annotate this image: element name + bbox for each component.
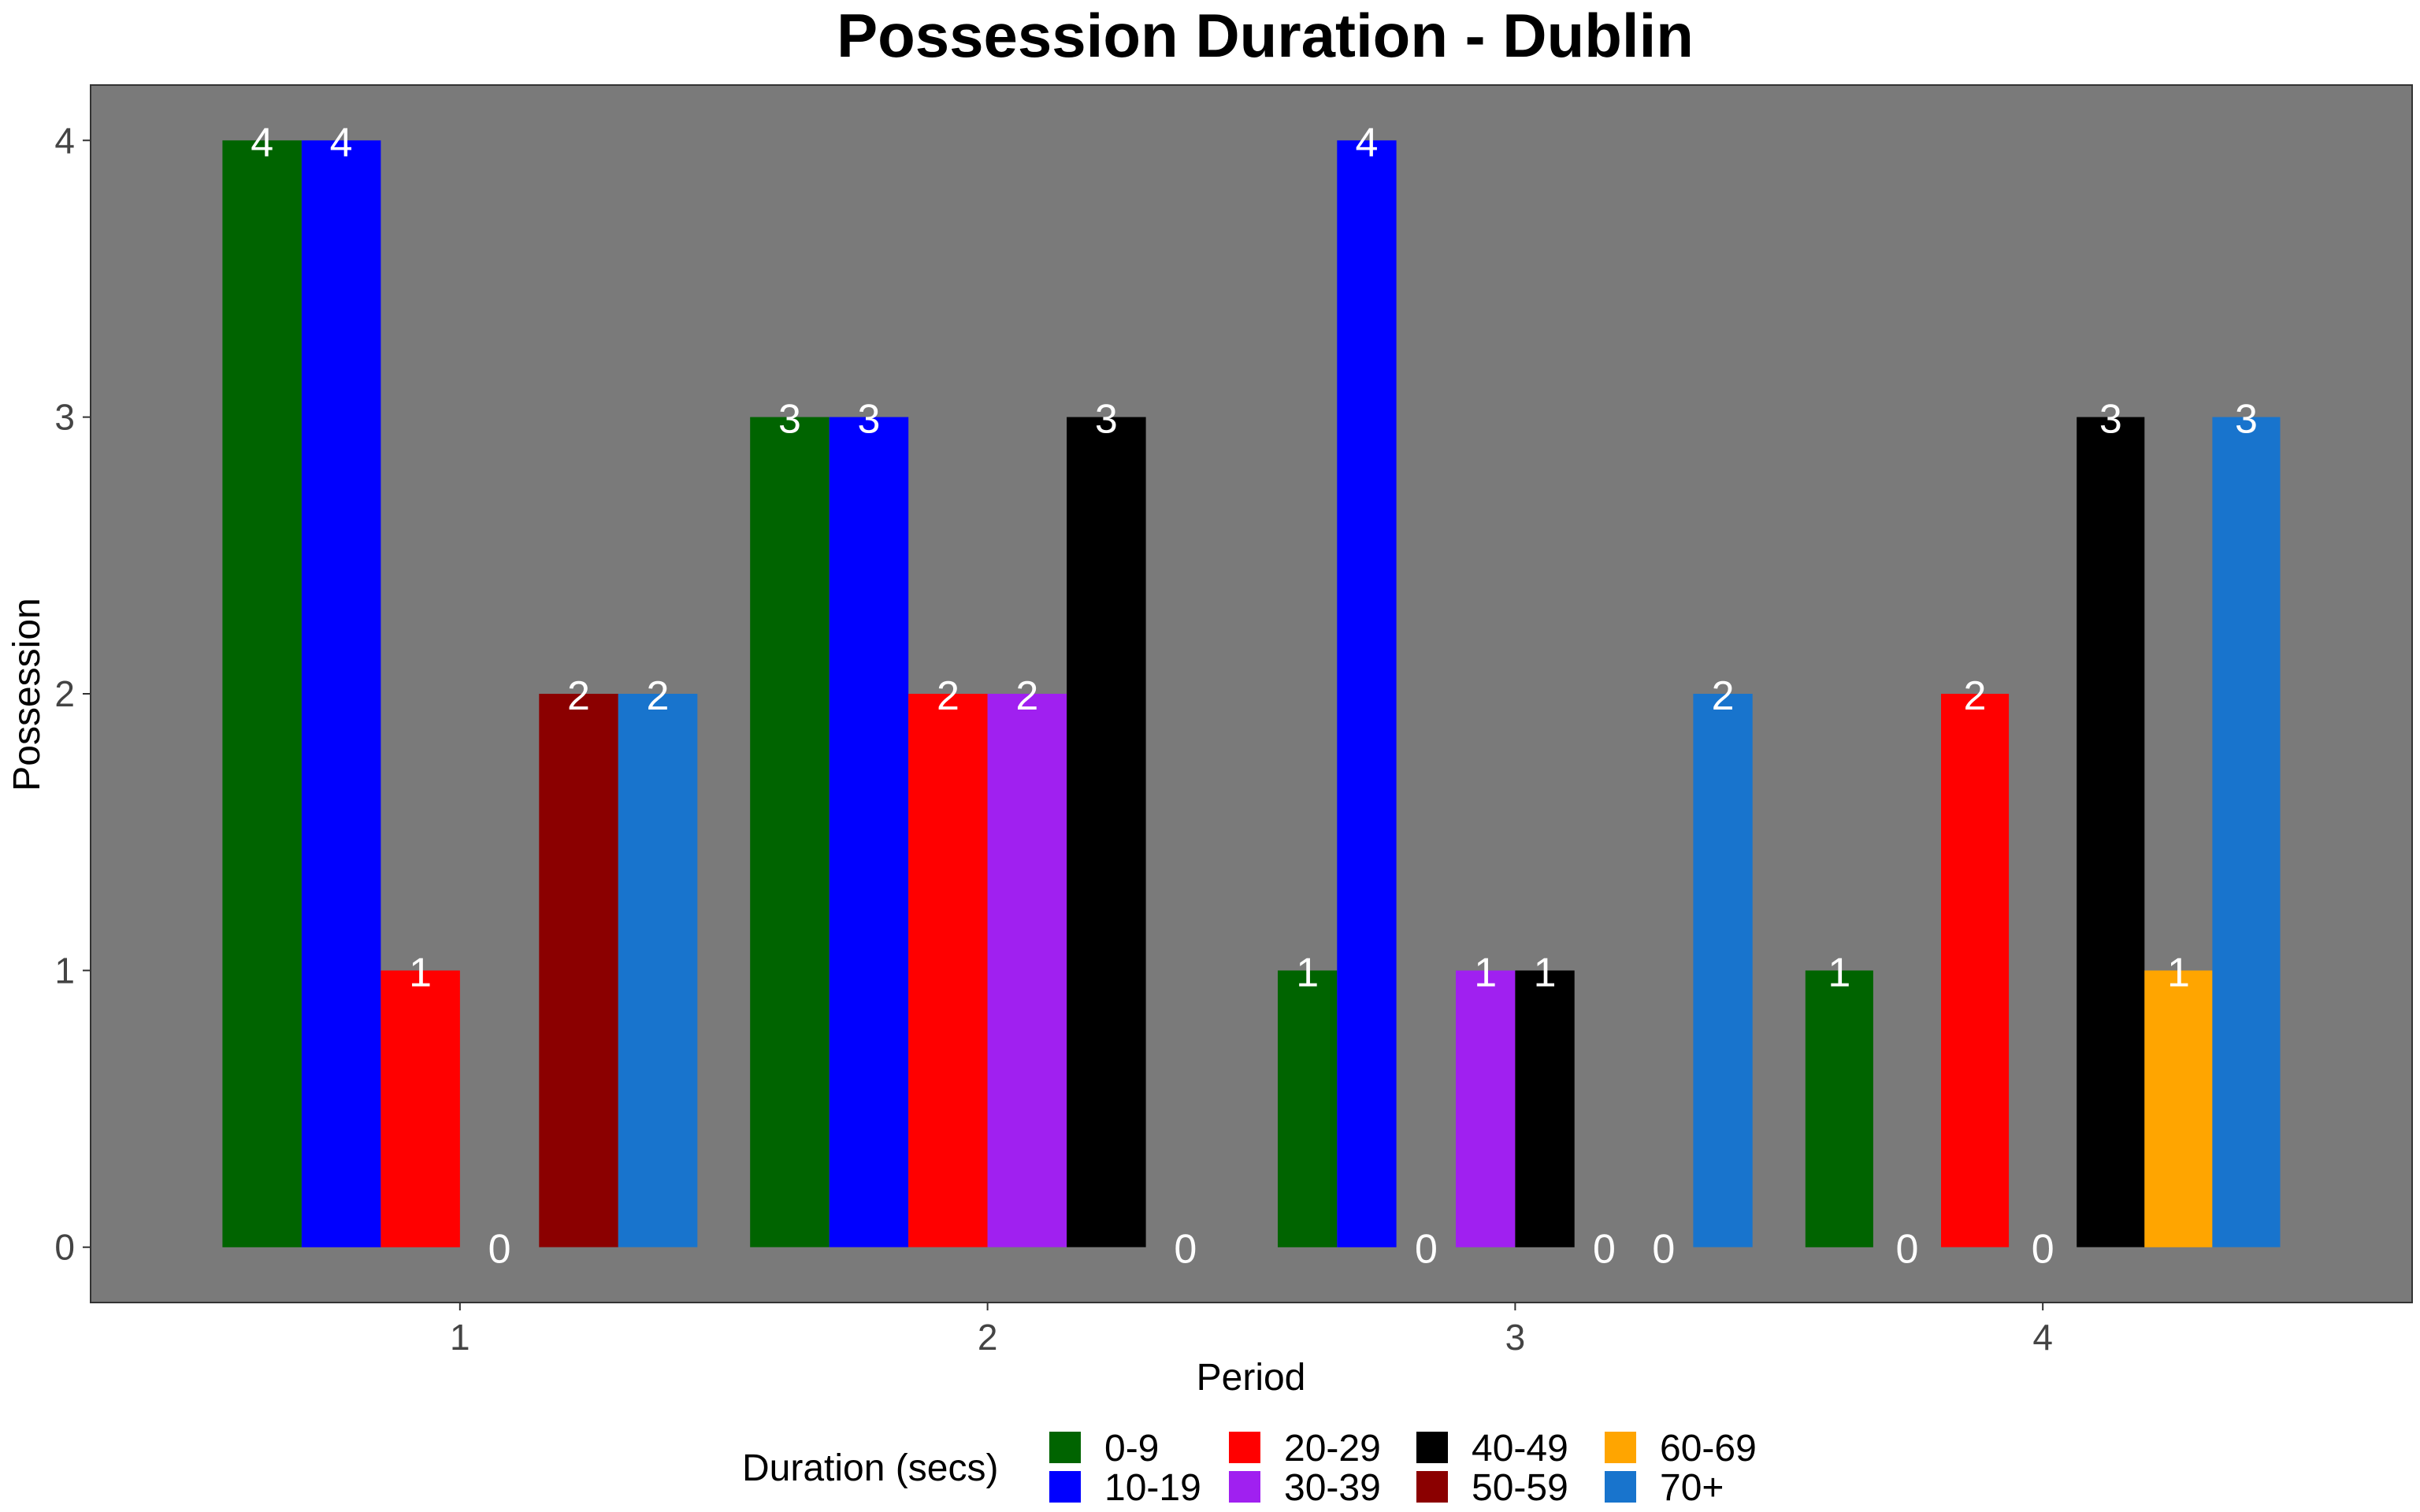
data-label-period-4-70+: 3	[2235, 397, 2258, 443]
y-tick-label: 3	[54, 397, 75, 438]
x-tick-label: 1	[450, 1317, 470, 1358]
legend-swatch-30-39	[1229, 1471, 1260, 1503]
data-label-period-4-20-29: 2	[1964, 673, 1987, 719]
legend-swatch-60-69	[1605, 1432, 1636, 1463]
data-label-period-1-50-59: 2	[567, 673, 590, 719]
legend-swatch-10-19	[1049, 1471, 1081, 1503]
data-label-period-3-30-39: 1	[1474, 950, 1497, 995]
y-axis: 0 1 2 3 4	[54, 120, 91, 1268]
bar-period-3-40-49	[1515, 970, 1575, 1247]
bar-period-2-10-19	[829, 417, 909, 1247]
bar-period-4-60-69	[2144, 970, 2213, 1247]
data-label-period-1-20-29: 1	[409, 950, 432, 995]
data-label-period-3-0-9: 1	[1296, 950, 1319, 995]
data-label-period-2-40-49: 3	[1095, 397, 1118, 443]
bar-period-3-30-39	[1456, 970, 1516, 1247]
data-label-period-3-70+: 2	[1712, 673, 1735, 719]
legend-label-0-9: 0-9	[1104, 1428, 1159, 1469]
data-label-period-2-20-29: 2	[937, 673, 959, 719]
bar-period-4-70+	[2212, 417, 2281, 1247]
bars-layer	[222, 140, 2281, 1247]
legend-label-70+: 70+	[1660, 1467, 1724, 1509]
bar-period-2-0-9	[750, 417, 830, 1247]
data-label-period-2-50-59: 0	[1174, 1227, 1197, 1273]
bar-period-3-0-9	[1278, 970, 1338, 1247]
data-label-period-4-30-39: 0	[2032, 1227, 2054, 1273]
data-label-period-1-30-39: 0	[488, 1227, 511, 1273]
legend-label-20-29: 20-29	[1284, 1428, 1381, 1469]
bar-period-4-20-29	[1941, 694, 2010, 1247]
bar-period-2-40-49	[1067, 417, 1146, 1247]
plot-panel	[90, 84, 2413, 1303]
data-label-period-1-70+: 2	[647, 673, 670, 719]
x-tick-label: 2	[978, 1317, 998, 1358]
bar-period-2-30-39	[987, 694, 1067, 1247]
data-label-period-4-40-49: 3	[2099, 397, 2122, 443]
bar-period-4-0-9	[1805, 970, 1873, 1247]
data-label-period-3-20-29: 0	[1415, 1227, 1438, 1273]
data-label-period-4-0-9: 1	[1828, 950, 1850, 995]
data-label-period-4-60-69: 1	[2167, 950, 2190, 995]
data-label-period-4-10-19: 0	[1895, 1227, 1918, 1273]
bar-period-3-10-19	[1337, 140, 1397, 1247]
legend-swatch-40-49	[1416, 1432, 1448, 1463]
bar-period-1-0-9	[222, 140, 302, 1247]
legend-swatch-50-59	[1416, 1471, 1448, 1503]
bar-period-2-20-29	[908, 694, 988, 1247]
legend-title: Duration (secs)	[742, 1447, 998, 1489]
legend-swatch-70+	[1605, 1471, 1636, 1503]
y-axis-title: Possession	[6, 598, 48, 791]
y-tick-label: 0	[54, 1227, 75, 1268]
data-label-period-2-10-19: 3	[857, 397, 880, 443]
y-tick-label: 2	[54, 673, 75, 714]
legend-label-50-59: 50-59	[1472, 1467, 1568, 1509]
data-label-period-3-60-69: 0	[1652, 1227, 1675, 1273]
x-tick-label: 3	[1505, 1317, 1526, 1358]
data-label-period-1-0-9: 4	[251, 120, 273, 165]
data-label-period-2-30-39: 2	[1015, 673, 1038, 719]
x-axis-title: Period	[1197, 1357, 1306, 1399]
bar-period-4-40-49	[2077, 417, 2145, 1247]
bar-period-3-70+	[1693, 694, 1753, 1247]
legend-label-40-49: 40-49	[1472, 1428, 1568, 1469]
bar-period-1-50-59	[539, 694, 618, 1247]
bar-period-1-10-19	[301, 140, 381, 1247]
legend-label-60-69: 60-69	[1660, 1428, 1757, 1469]
y-tick-label: 4	[54, 120, 75, 161]
legend-label-10-19: 10-19	[1104, 1467, 1201, 1509]
legend-swatch-0-9	[1049, 1432, 1081, 1463]
legend-label-30-39: 30-39	[1284, 1467, 1381, 1509]
data-label-period-3-50-59: 0	[1593, 1227, 1616, 1273]
bar-period-1-20-29	[380, 970, 460, 1247]
bar-period-1-70+	[618, 694, 698, 1247]
chart-title: Possession Duration - Dublin	[837, 1, 1694, 70]
data-label-period-1-10-19: 4	[330, 120, 353, 165]
legend-swatch-20-29	[1229, 1432, 1260, 1463]
x-tick-label: 4	[2032, 1317, 2053, 1358]
y-tick-label: 1	[54, 950, 75, 991]
data-label-period-3-40-49: 1	[1534, 950, 1557, 995]
x-axis: 1 2 3 4	[450, 1303, 2053, 1358]
data-label-period-2-0-9: 3	[778, 397, 801, 443]
data-label-period-3-10-19: 4	[1356, 120, 1379, 165]
